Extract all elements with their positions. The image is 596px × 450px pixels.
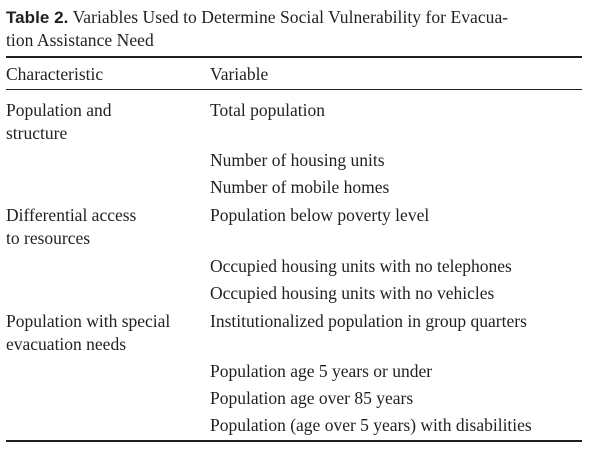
characteristic-special-needs-line1: Population with special	[6, 311, 171, 331]
variable-age-under-5: Population age 5 years or under	[210, 361, 433, 381]
characteristic-population-structure-line2: structure	[6, 123, 68, 143]
table-caption-text-line1: Variables Used to Determine Social Vulne…	[72, 7, 509, 27]
characteristic-differential-access-line1: Differential access	[6, 205, 137, 225]
characteristic-differential-access-line2: to resources	[6, 228, 91, 248]
table-top-rule	[6, 56, 582, 58]
variable-housing-units: Number of housing units	[210, 150, 385, 170]
table-caption-label: Table 2.	[6, 8, 69, 27]
variable-no-telephones: Occupied housing units with no telephone…	[210, 256, 512, 276]
characteristic-special-needs-line2: evacuation needs	[6, 334, 127, 354]
table-bottom-rule	[6, 440, 582, 442]
table-caption-text-line2: tion Assistance Need	[6, 30, 154, 50]
header-rule	[6, 89, 582, 90]
variable-poverty-level: Population below poverty level	[210, 205, 430, 225]
header-characteristic: Characteristic	[6, 64, 104, 84]
variable-institutionalized: Institutionalized population in group qu…	[210, 311, 527, 331]
variable-age-over-85: Population age over 85 years	[210, 388, 414, 408]
variable-total-population: Total population	[210, 100, 325, 120]
variable-mobile-homes: Number of mobile homes	[210, 177, 390, 197]
header-variable: Variable	[210, 64, 269, 84]
variable-no-vehicles: Occupied housing units with no vehicles	[210, 283, 495, 303]
table-caption: Table 2. Variables Used to Determine Soc…	[6, 6, 588, 52]
variable-disabilities: Population (age over 5 years) with disab…	[210, 415, 532, 435]
characteristic-population-structure-line1: Population and	[6, 100, 112, 120]
